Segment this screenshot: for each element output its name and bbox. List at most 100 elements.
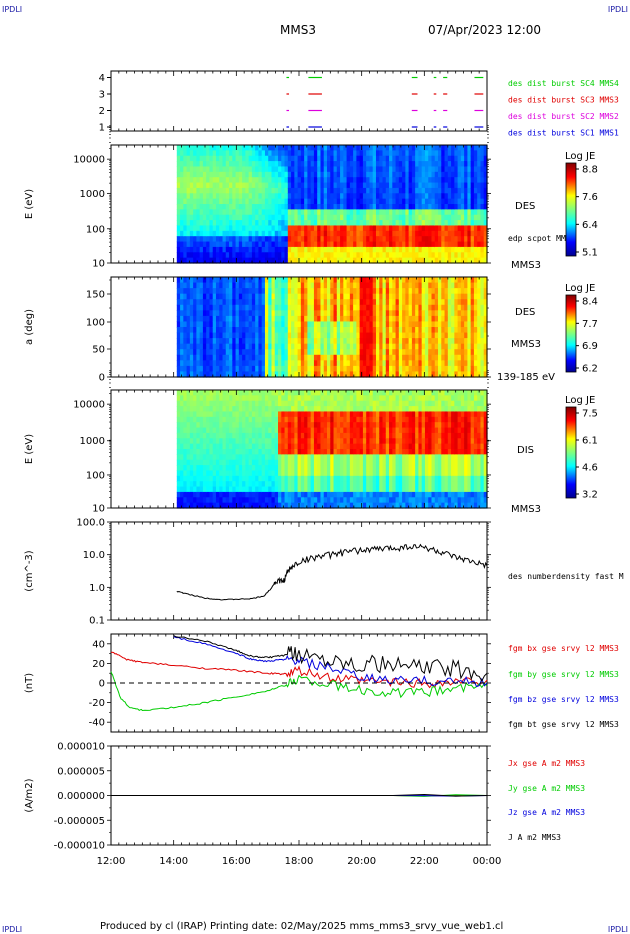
des_energy-cell: [392, 150, 397, 157]
des_pitch-cell: [180, 349, 184, 356]
des_pitch-cell: [180, 293, 184, 300]
des_pitch-cell: [212, 349, 217, 356]
des_pitch-cell: [362, 299, 367, 306]
des_energy-cell: [349, 166, 354, 173]
dis_energy-cell: [268, 465, 273, 472]
dis_energy-cell: [186, 416, 191, 423]
des_energy-cell: [375, 230, 380, 237]
des_energy-cell: [434, 155, 439, 162]
des_pitch-cell: [215, 310, 220, 317]
des_energy-cell: [235, 193, 240, 200]
dis_energy-cell: [180, 475, 184, 482]
des_pitch-cell: [313, 293, 318, 300]
des_energy-cell: [451, 214, 455, 221]
dis_energy-cell: [219, 406, 224, 413]
des_pitch-cell: [431, 282, 436, 289]
dis_energy-cell: [183, 475, 188, 482]
des_pitch-cell: [343, 293, 348, 300]
des_pitch-cell: [460, 343, 465, 350]
des_energy-cell: [385, 209, 390, 216]
des_energy-cell: [470, 171, 475, 178]
des_energy-cell: [304, 252, 309, 259]
des_energy-cell: [336, 220, 341, 227]
des_pitch-cell: [300, 277, 305, 284]
des_pitch-cell: [464, 365, 469, 373]
des_pitch-cell: [340, 321, 344, 328]
des_pitch-cell: [284, 338, 289, 345]
des_energy-cell: [196, 220, 201, 227]
des_energy-cell: [297, 171, 302, 178]
dis_energy-cell: [212, 443, 217, 450]
des_energy-cell: [294, 241, 299, 248]
des_pitch-cell: [291, 310, 295, 317]
des_energy-cell: [369, 155, 374, 162]
des_energy-cell: [415, 193, 420, 200]
des_pitch-cell: [264, 327, 269, 334]
des_energy-cell: [281, 236, 286, 243]
dis_energy-cell: [245, 475, 250, 482]
dis_energy-cell: [225, 390, 230, 396]
des_energy-cell: [229, 161, 233, 168]
des_energy-cell: [327, 177, 331, 184]
des_pitch-cell: [183, 365, 188, 373]
dis_energy-cell: [212, 395, 217, 402]
dis_energy-cell: [278, 416, 282, 423]
des_energy-cell: [483, 246, 488, 253]
des_energy-cell: [238, 209, 243, 216]
dis_energy-cell: [261, 475, 266, 482]
des_energy-cell: [362, 225, 367, 232]
dis_energy-cell: [258, 486, 263, 493]
des_pitch-cell: [441, 349, 446, 356]
des_energy-cell: [300, 220, 305, 227]
des_energy-cell: [398, 166, 403, 173]
des_energy-cell: [343, 187, 348, 194]
des_energy-cell: [470, 230, 475, 237]
dis_energy-cell: [199, 481, 204, 488]
des_pitch-cell: [245, 293, 250, 300]
des_pitch-cell: [297, 338, 302, 345]
des_pitch-cell: [385, 332, 390, 339]
des_pitch-cell: [473, 315, 478, 323]
dis_energy-cell: [235, 465, 240, 472]
des_energy-cell: [372, 236, 377, 243]
des_energy-cell: [180, 257, 184, 264]
des_pitch-cell: [313, 338, 318, 345]
dis_energy-cell: [199, 438, 204, 445]
des_pitch-cell: [281, 365, 286, 373]
des_energy-cell: [238, 182, 243, 189]
des_pitch-cell: [424, 310, 429, 317]
des_pitch-cell: [264, 371, 269, 378]
des_energy-cell: [212, 204, 217, 210]
des_pitch-cell: [278, 304, 282, 311]
des_energy-cell: [186, 220, 191, 227]
des_energy-cell: [444, 204, 449, 210]
des_pitch-cell: [189, 332, 194, 339]
des_energy-cell: [405, 171, 410, 178]
des_energy-cell: [300, 246, 305, 253]
des_energy-cell: [444, 166, 449, 173]
des_energy-cell: [193, 161, 197, 168]
dis_energy-cell: [232, 395, 237, 402]
des_energy-cell: [258, 198, 263, 205]
des_energy-cell: [467, 236, 472, 243]
des_energy-cell: [428, 177, 433, 184]
des_pitch-cell: [232, 332, 237, 339]
dis_energy-cell: [225, 502, 230, 509]
dis_energy-cell: [189, 438, 194, 445]
dis_energy-cell: [261, 395, 266, 402]
des_energy-cell: [457, 246, 462, 253]
des_pitch-cell: [431, 338, 436, 345]
dis_energy-cell: [206, 454, 211, 461]
des_pitch-cell: [372, 327, 377, 334]
des_energy-cell: [418, 177, 423, 184]
dis_energy-cell: [238, 465, 243, 472]
des_energy-cell: [385, 241, 390, 248]
des_energy-cell: [362, 198, 367, 205]
des_pitch-cell: [196, 338, 201, 345]
des_energy-cell: [225, 155, 230, 162]
des_energy-cell: [294, 182, 299, 189]
dis_energy-cell: [251, 459, 256, 466]
dis_energy-cell: [202, 449, 207, 455]
des_pitch-cell: [186, 282, 191, 289]
des_energy-cell: [183, 193, 188, 200]
